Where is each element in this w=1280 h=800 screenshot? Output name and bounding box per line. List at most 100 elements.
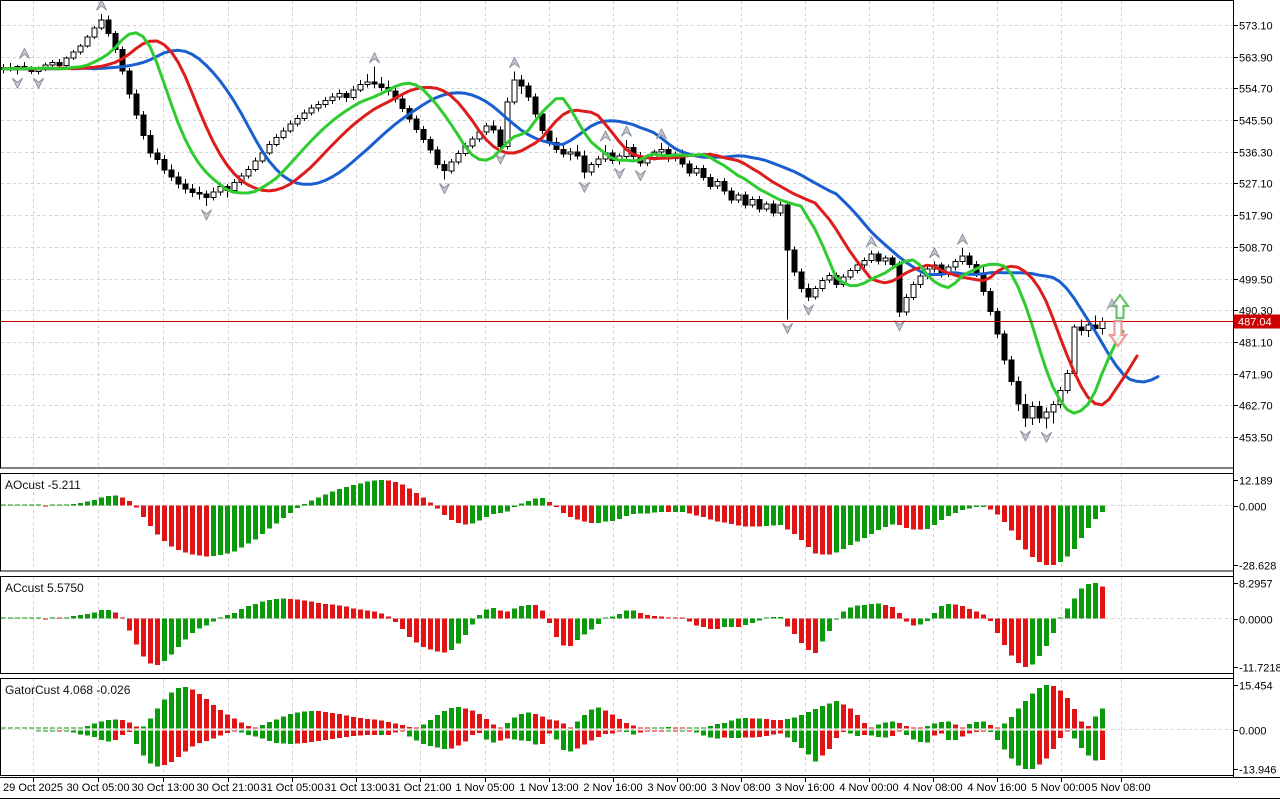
candle — [903, 297, 910, 313]
price-axis-label: 508.70 — [1239, 243, 1273, 255]
histogram-bar — [393, 730, 398, 733]
fractal-down-icon — [33, 77, 44, 89]
histogram-bar — [449, 730, 454, 749]
histogram-bar — [596, 618, 601, 624]
histogram-bar — [295, 599, 300, 619]
histogram-bar — [134, 618, 139, 645]
fractal-down-icon — [439, 183, 450, 195]
histogram-bar — [211, 505, 216, 557]
histogram-bar — [960, 606, 965, 619]
time-axis-label: 30 Oct 05:00 — [67, 782, 130, 794]
price-axis-label: 471.90 — [1239, 370, 1273, 382]
histogram-bar — [85, 730, 90, 736]
histogram-bar — [330, 491, 335, 506]
histogram-bar — [939, 730, 944, 734]
candle — [868, 253, 875, 261]
time-axis-label: 5 Nov 00:00 — [1031, 782, 1090, 794]
histogram-bar — [36, 730, 41, 732]
histogram-layer — [1, 480, 1105, 565]
histogram-bar — [897, 612, 902, 619]
histogram-bar — [631, 725, 636, 729]
histogram-bar — [1093, 716, 1098, 729]
histogram-bar — [918, 730, 923, 742]
histogram-bar — [106, 720, 111, 729]
histogram-bar — [148, 618, 153, 664]
candle — [308, 107, 315, 114]
histogram-bar — [1100, 505, 1105, 513]
time-axis-label: 30 Oct 21:00 — [197, 782, 260, 794]
histogram-bar — [666, 505, 671, 513]
time-axis-label: 3 Nov 16:00 — [775, 782, 834, 794]
histogram-bar — [78, 503, 83, 506]
histogram-bar — [295, 712, 300, 729]
candle — [574, 151, 581, 157]
histogram-bar — [939, 722, 944, 729]
histogram-bar — [211, 704, 216, 729]
histogram-bar — [701, 505, 706, 518]
histogram-bar — [540, 716, 545, 729]
histogram-bar — [617, 505, 622, 519]
histogram-bar — [568, 505, 573, 518]
histogram-bar — [421, 497, 426, 506]
histogram-bar — [365, 730, 370, 736]
histogram-bar — [162, 505, 167, 541]
histogram-bar — [680, 617, 685, 619]
candle — [742, 194, 749, 206]
histogram-bar — [50, 504, 55, 506]
histogram-bar — [99, 497, 104, 506]
histogram-bar — [589, 709, 594, 729]
histogram-bar — [932, 612, 937, 619]
histogram-bar — [232, 730, 237, 732]
histogram-bar — [855, 605, 860, 619]
histogram-bar — [736, 505, 741, 526]
histogram-bar — [295, 730, 300, 744]
histogram-bar — [1051, 618, 1056, 633]
histogram-bar — [918, 727, 923, 729]
fractal-up-icon — [621, 125, 632, 137]
histogram-bar — [162, 618, 167, 661]
histogram-bar — [750, 730, 755, 738]
histogram-bar — [883, 604, 888, 619]
histogram-bar — [1016, 708, 1021, 729]
histogram-bar — [463, 505, 468, 525]
histogram-bar — [1009, 618, 1014, 656]
histogram-bar — [477, 505, 482, 521]
histogram-bar — [309, 500, 314, 506]
time-axis-label: 4 Nov 08:00 — [903, 782, 962, 794]
histogram-bar — [148, 730, 153, 764]
histogram-bar — [743, 618, 748, 626]
histogram-bar — [1086, 505, 1091, 529]
histogram-bar — [267, 599, 272, 619]
histogram-bar — [323, 730, 328, 740]
histogram-bar — [946, 603, 951, 619]
histogram-bar — [113, 730, 118, 740]
histogram-bar — [869, 730, 874, 736]
histogram-bar — [372, 719, 377, 729]
histogram-bar — [316, 730, 321, 741]
histogram-bar — [939, 505, 944, 520]
histogram-bar — [680, 727, 685, 729]
candle — [756, 198, 763, 210]
candle — [1043, 411, 1050, 419]
candle — [658, 149, 665, 153]
histogram-bar — [1058, 690, 1063, 729]
candle — [98, 19, 105, 29]
histogram-bar — [218, 730, 223, 736]
histogram-bar — [351, 730, 356, 736]
histogram-bar — [848, 730, 853, 734]
histogram-bar — [407, 730, 412, 737]
histogram-bar — [596, 707, 601, 729]
candle — [231, 181, 238, 192]
histogram-bar — [729, 720, 734, 729]
histogram-bar — [729, 505, 734, 524]
histogram-bar — [288, 714, 293, 729]
histogram-bar — [589, 505, 594, 523]
histogram-bar — [659, 505, 664, 513]
histogram-bar — [1016, 730, 1021, 766]
histogram-bar — [631, 730, 636, 735]
histogram-bar — [211, 730, 216, 739]
histogram-bar — [225, 730, 230, 733]
candle — [714, 180, 721, 187]
